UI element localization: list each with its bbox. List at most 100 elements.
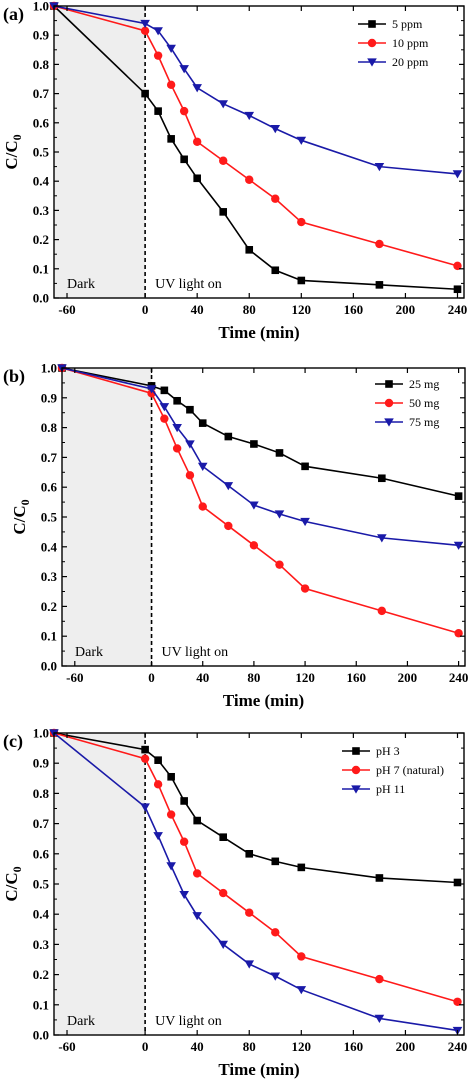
x-tick-label: 240 [448,1039,468,1054]
legend-entry: pH 7 (natural) [376,763,444,777]
data-point [296,136,307,145]
data-point [219,156,228,165]
y-tick-label: 0.9 [33,28,50,43]
y-tick-label: 0.4 [33,907,50,922]
y-tick-label: 1.0 [33,0,49,14]
series-3 [49,729,463,1036]
x-tick-label: 120 [295,670,315,685]
x-tick-label: 200 [396,1039,416,1054]
legend-marker [368,20,376,28]
data-point [153,27,163,36]
data-point [185,471,195,480]
data-point [166,44,176,53]
data-point [160,414,169,423]
legend-marker [385,380,393,388]
data-point [224,521,233,531]
data-point [271,857,280,866]
data-point [197,462,208,471]
x-tick-label: 160 [347,670,367,685]
data-point [275,560,284,569]
data-point [245,850,254,858]
dark-annotation: Dark [67,1014,95,1029]
x-tick-label: 0 [142,1039,149,1054]
data-point [244,111,255,121]
y-tick-label: 0.9 [41,390,58,405]
series-2 [49,1,462,271]
y-axis-title: C/C0 [10,499,32,534]
data-point [166,862,176,871]
data-point [453,261,462,271]
uv-annotation: UV light on [155,277,222,292]
data-point [159,403,170,412]
y-axis-title-main: C/C [10,505,29,534]
data-point [192,869,202,878]
x-tick-label: 160 [344,1039,364,1054]
data-point [271,194,280,203]
data-point [166,80,176,90]
data-point [180,797,188,805]
data-point [245,908,254,917]
data-point [300,517,310,527]
dark-annotation: Dark [75,645,103,660]
y-tick-label: 1.0 [33,726,49,741]
data-point [153,832,163,841]
data-point [453,285,462,294]
data-point [167,135,175,143]
y-tick-label: 0.0 [41,659,57,674]
uv-annotation: UV light on [155,1014,222,1029]
data-point [275,449,284,457]
data-point [245,246,254,254]
y-tick-label: 0.1 [33,997,49,1012]
data-point [374,163,385,172]
y-tick-label: 0.2 [33,232,49,247]
data-point [377,606,387,616]
data-point [179,106,189,116]
data-point [172,444,182,453]
data-point [297,952,306,961]
legend-entry: pH 3 [376,744,400,758]
legend: 25 mg 50 mg 75 mg [375,377,439,429]
legend-entry: 50 mg [409,396,439,410]
y-tick-label: 0.3 [41,569,58,584]
data-point [297,217,306,227]
x-tick-label: -60 [58,302,75,317]
data-point [271,928,280,937]
data-point [198,419,207,427]
series-line [61,367,459,634]
data-point [271,266,280,275]
series-line [53,732,458,1003]
data-point [375,281,384,289]
dark-region [54,6,146,298]
data-point [218,100,229,109]
y-tick-label: 1.0 [41,361,57,376]
data-point [167,772,175,781]
legend-entry: 20 ppm [392,55,429,69]
legend-entry: 5 ppm [392,17,423,31]
legend-marker [352,747,360,755]
data-point [160,386,169,395]
x-tick-label: 120 [292,1039,312,1054]
data-point [453,541,464,550]
legend-marker [384,398,394,408]
series-line [53,5,458,267]
x-tick-label: 0 [148,670,155,685]
y-tick-label: 0.0 [33,291,49,306]
data-point [140,803,150,812]
y-tick-label: 0.8 [41,420,58,435]
data-point [454,629,463,638]
legend-entry: 25 mg [409,377,439,391]
y-axis-title: C/C0 [2,866,24,901]
data-point [153,51,163,60]
x-tick-label: 80 [247,670,260,685]
y-tick-label: 0.5 [33,877,50,892]
series-line [53,732,458,1032]
y-axis-title: C/C0 [2,134,24,169]
data-point [219,833,228,841]
x-tick-label: 0 [142,302,149,317]
y-tick-label: 0.8 [33,57,50,72]
x-axis-title: Time (min) [223,691,304,710]
data-point [192,137,202,146]
y-tick-label: 0.1 [33,261,49,276]
legend-entry: pH 11 [376,782,405,796]
